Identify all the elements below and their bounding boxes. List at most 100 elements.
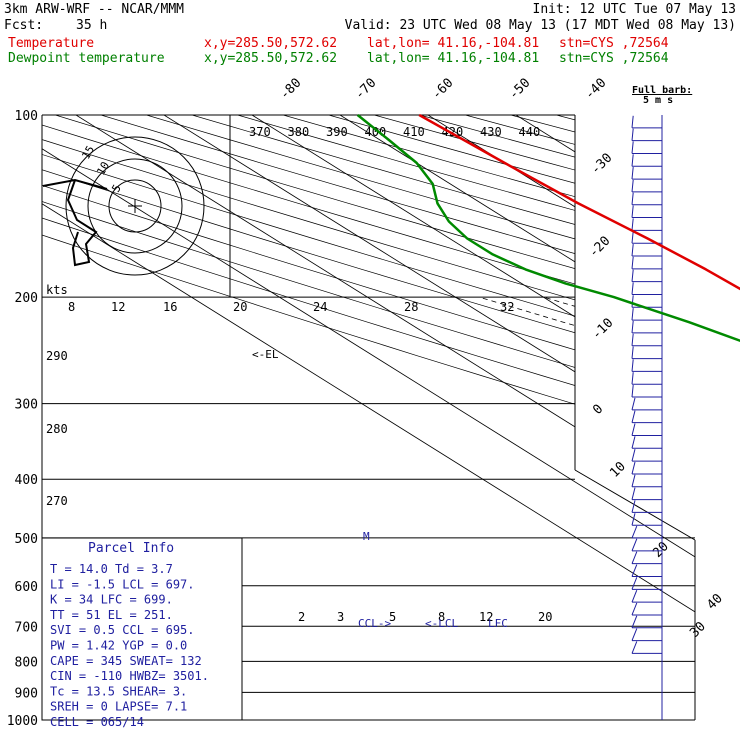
wind-key-units: 5 m s	[643, 95, 673, 106]
theta-label-370: 370	[249, 125, 271, 139]
wind-barb	[631, 128, 662, 142]
pressure-label-500: 500	[15, 532, 38, 547]
isotherm-label--30: -30	[588, 151, 615, 178]
kts-label: kts	[46, 283, 68, 297]
wind-barb	[631, 551, 662, 565]
pressure-label-200: 200	[15, 291, 38, 306]
wind-barb	[631, 602, 662, 616]
isotherm-label--80: -80	[277, 76, 304, 103]
wind-barb	[631, 167, 662, 180]
right-axis-lower	[574, 469, 696, 541]
isotherm-label--70: -70	[352, 76, 379, 103]
dry-adiabat	[42, 115, 695, 720]
hodograph-trace	[42, 178, 108, 267]
wind-barb	[631, 218, 662, 231]
pressure-label-300: 300	[15, 398, 38, 413]
pressure-label-600: 600	[15, 580, 38, 595]
dry-adiabat	[42, 115, 695, 720]
isotherm-label--40: -40	[582, 76, 609, 103]
mixing-ratio-label-5: 5	[389, 610, 396, 624]
dewpoint-latlon: lat,lon= 41.16,-104.81	[367, 51, 540, 66]
kts-value-20: 20	[233, 300, 247, 314]
wind-barb	[631, 320, 662, 334]
lcl-annotation: <-LCL	[425, 617, 458, 630]
wind-barb	[631, 308, 662, 321]
theta-label-380: 380	[288, 125, 310, 139]
pressure-label-100: 100	[15, 109, 38, 124]
wind-barb	[631, 269, 662, 283]
kts-value-12: 12	[111, 300, 125, 314]
mixing-ratio-label-8: 8	[438, 610, 445, 624]
wind-barb	[631, 449, 662, 462]
theta-lower-label: 290	[46, 349, 68, 363]
wind-barb	[631, 461, 662, 475]
init-time: Init: 12 UTC Tue 07 May 13	[532, 2, 737, 17]
dewpoint-profile	[356, 114, 740, 342]
mixing-ratio-label-2: 2	[298, 610, 305, 624]
mixing-ratio-label-3: 3	[337, 610, 344, 624]
pressure-label-400: 400	[15, 473, 38, 488]
kts-value-16: 16	[163, 300, 177, 314]
parcel-row: K = 34 LFC = 699.	[50, 593, 173, 607]
parcel-row: CAPE = 345 SWEAT= 132	[50, 654, 202, 668]
wind-key-label: Full barb:	[632, 85, 692, 96]
wind-barb	[631, 423, 662, 436]
kts-value-28: 28	[404, 300, 418, 314]
wind-barb	[631, 564, 662, 578]
mixing-ratio-label-20: 20	[538, 610, 552, 624]
el-annotation: <-EL	[252, 348, 279, 361]
isotherm-label-0: 0	[590, 402, 606, 418]
pressure-label-700: 700	[15, 620, 38, 635]
dry-adiabat	[601, 115, 695, 720]
dewpoint-legend: Dewpoint temperature	[8, 51, 165, 66]
pressure-label-1000: 1000	[7, 714, 38, 729]
parcel-row: Tc = 13.5 SHEAR= 3.	[50, 684, 187, 698]
wind-barb	[631, 513, 662, 526]
theta-lower-label: 270	[46, 494, 68, 508]
model-title: 3km ARW-WRF -- NCAR/MMM	[4, 2, 185, 17]
isotherm	[42, 115, 695, 720]
valid-time: Valid: 23 UTC Wed 08 May 13 (17 MDT Wed …	[344, 18, 736, 33]
parcel-info-title: Parcel Info	[88, 541, 174, 556]
hodo-ring-label: 10	[94, 160, 112, 178]
wind-barb	[631, 192, 662, 206]
wind-barb	[631, 474, 662, 488]
isotherm-label-30: 30	[687, 619, 709, 641]
pressure-label-900: 900	[15, 686, 38, 701]
kts-value-24: 24	[313, 300, 327, 314]
hodo-ring-10	[87, 158, 183, 254]
isotherm-label-20: 20	[650, 539, 672, 561]
lfc-annotation: LFC	[488, 617, 508, 630]
parcel-row: T = 14.0 Td = 3.7	[50, 562, 173, 576]
isotherm-label--10: -10	[589, 316, 616, 343]
wind-barb	[631, 436, 662, 449]
dewpoint-station: stn=CYS ,72564	[559, 51, 669, 66]
parcel-row: CELL = 065/14	[50, 715, 144, 729]
isotherm	[42, 115, 695, 720]
parcel-row: CIN = -110 HWBZ= 3501.	[50, 669, 209, 683]
wind-barb	[631, 346, 662, 360]
wind-barb	[631, 410, 662, 424]
theta-label-440: 440	[519, 125, 541, 139]
isotherm-label-10: 10	[607, 459, 629, 481]
hodo-ring-15	[65, 136, 205, 276]
parcel-row: SREH = 0 LAPSE= 7.1	[50, 700, 187, 714]
mixing-ratio-label-12: 12	[479, 610, 493, 624]
isotherm-label-40: 40	[704, 591, 726, 613]
temperature-latlon: lat,lon= 41.16,-104.81	[367, 36, 540, 51]
parcel-row: PW = 1.42 YGP = 0.0	[50, 639, 187, 653]
m-annotation: M	[363, 530, 370, 543]
wind-barb	[631, 615, 662, 629]
moist-adiabat	[721, 297, 740, 720]
wind-barb	[631, 256, 662, 270]
theta-label-390: 390	[326, 125, 348, 139]
parcel-row: SVI = 0.5 CCL = 695.	[50, 623, 195, 637]
wind-barb	[631, 641, 662, 654]
wind-barb	[631, 115, 662, 129]
wind-barb	[631, 282, 662, 295]
wind-barb	[631, 397, 662, 411]
kts-value-32: 32	[500, 300, 514, 314]
moist-adiabat	[622, 296, 695, 720]
theta-lower-label: 280	[46, 422, 68, 436]
